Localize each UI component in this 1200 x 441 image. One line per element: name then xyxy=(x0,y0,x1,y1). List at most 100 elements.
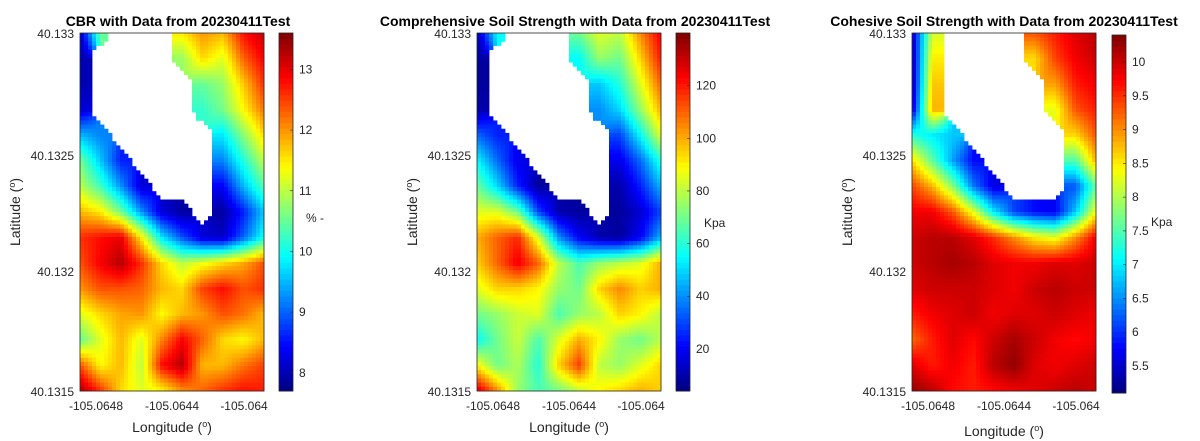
heatmap-cell xyxy=(128,386,133,392)
heatmap-cell xyxy=(565,220,570,225)
heatmap-cell xyxy=(625,120,630,125)
heatmap-cell xyxy=(84,195,89,200)
heatmap-cell xyxy=(224,128,229,134)
heatmap-cell xyxy=(184,345,189,350)
heatmap-cell xyxy=(649,174,654,180)
heatmap-cell xyxy=(148,370,153,375)
heatmap-cell xyxy=(140,195,145,200)
heatmap-cell xyxy=(653,203,658,209)
heatmap-cell xyxy=(485,74,490,80)
heatmap-cell xyxy=(252,45,257,51)
heatmap-cell xyxy=(248,328,253,334)
heatmap-cell xyxy=(164,386,169,392)
heatmap-cell xyxy=(184,253,189,259)
heatmap-cell xyxy=(549,195,554,200)
heatmap-cell xyxy=(601,253,606,259)
heatmap-cell xyxy=(489,195,494,200)
heatmap-cell xyxy=(84,341,89,346)
heatmap-cell xyxy=(593,41,598,46)
heatmap-cell xyxy=(228,87,233,92)
heatmap-cell xyxy=(617,253,622,259)
heatmap-cell xyxy=(585,236,590,242)
heatmap-cell xyxy=(208,120,213,125)
heatmap-cell xyxy=(84,132,89,138)
heatmap-cell xyxy=(493,249,498,255)
heatmap-cell xyxy=(541,191,546,196)
heatmap-cell xyxy=(649,124,654,130)
heatmap-cell xyxy=(236,149,241,155)
heatmap-cell xyxy=(140,386,145,392)
heatmap-cell xyxy=(601,91,606,96)
heatmap-cell xyxy=(160,332,165,338)
heatmap-cell xyxy=(224,157,229,163)
heatmap-cell xyxy=(252,195,257,200)
heatmap-cell xyxy=(521,191,526,196)
colorbar-segment xyxy=(279,301,293,308)
heatmap-cell xyxy=(236,266,241,271)
heatmap-cell xyxy=(501,224,506,230)
heatmap-cell xyxy=(88,128,93,134)
heatmap-cell xyxy=(208,274,213,279)
heatmap-cell xyxy=(573,216,578,221)
heatmap-cell xyxy=(645,257,650,263)
heatmap-cell xyxy=(621,120,626,125)
heatmap-cell xyxy=(533,182,538,188)
heatmap-cell xyxy=(188,386,193,392)
heatmap-cell xyxy=(232,324,237,329)
heatmap-cell xyxy=(569,207,574,213)
heatmap-cell xyxy=(152,249,157,255)
heatmap-cell xyxy=(128,382,133,388)
heatmap-cell xyxy=(236,303,241,309)
heatmap-cell xyxy=(581,70,586,76)
heatmap-cell xyxy=(216,170,221,175)
heatmap-cell xyxy=(593,78,598,84)
heatmap-cell xyxy=(256,332,261,338)
heatmap-cell xyxy=(148,187,153,192)
heatmap-cell xyxy=(240,266,245,271)
heatmap-cell xyxy=(100,195,105,200)
heatmap-cell xyxy=(497,182,502,188)
heatmap-cell xyxy=(553,253,558,259)
heatmap-cell xyxy=(216,353,221,359)
heatmap-cell xyxy=(621,45,626,51)
heatmap-cell xyxy=(585,270,590,275)
heatmap-cell xyxy=(92,286,97,292)
heatmap-cell xyxy=(216,270,221,275)
heatmap-cell xyxy=(144,228,149,234)
heatmap-cell xyxy=(80,212,85,217)
colorbar-segment xyxy=(279,212,293,219)
heatmap-cell xyxy=(96,257,101,263)
heatmap-cell xyxy=(641,107,646,113)
heatmap-cell xyxy=(140,374,145,379)
heatmap-cell xyxy=(561,253,566,259)
colorbar-segment xyxy=(279,363,293,370)
heatmap-cell xyxy=(617,41,622,46)
heatmap-cell xyxy=(196,95,201,100)
heatmap-cell xyxy=(609,33,614,38)
heatmap-cell xyxy=(244,41,249,46)
heatmap-cell xyxy=(621,62,626,67)
heatmap-cell xyxy=(481,245,486,250)
heatmap-cell xyxy=(645,124,650,130)
heatmap-cell xyxy=(609,49,614,55)
heatmap-cell xyxy=(485,216,490,221)
heatmap-cell xyxy=(657,132,662,138)
heatmap-cell xyxy=(160,236,165,242)
heatmap-cell xyxy=(653,66,658,71)
heatmap-cell xyxy=(84,299,89,304)
heatmap-cell xyxy=(136,257,141,263)
heatmap-cell xyxy=(104,137,109,142)
heatmap-cell xyxy=(88,112,93,117)
heatmap-cell xyxy=(481,37,486,42)
heatmap-cell xyxy=(601,99,606,105)
heatmap-cell xyxy=(260,41,265,46)
heatmap-cell xyxy=(188,207,193,213)
heatmap-cell xyxy=(260,166,265,171)
heatmap-cell xyxy=(220,95,225,100)
heatmap-cell xyxy=(489,170,494,175)
heatmap-cell xyxy=(497,137,502,142)
heatmap-cell xyxy=(248,366,253,371)
heatmap-cell xyxy=(104,370,109,375)
heatmap-cell xyxy=(84,153,89,159)
heatmap-cell xyxy=(136,345,141,350)
